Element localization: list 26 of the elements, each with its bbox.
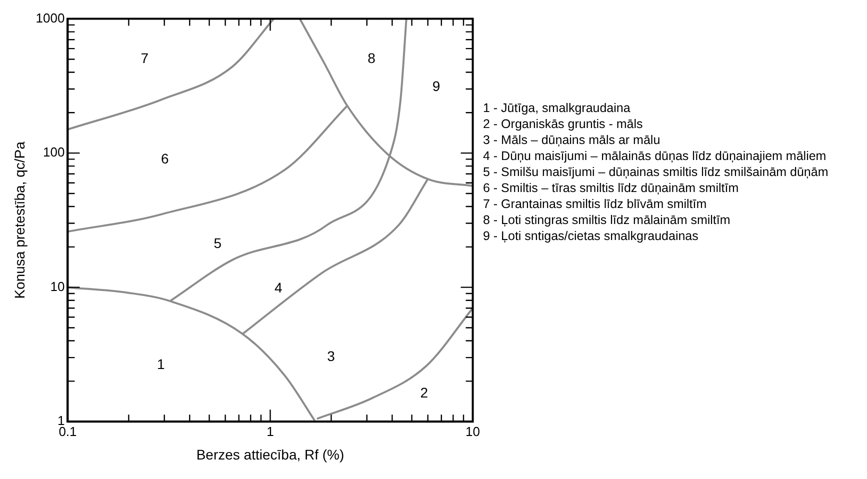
x-axis-title: Berzes attiecība, Rf (%) xyxy=(196,446,344,462)
y-tick-label: 100 xyxy=(43,144,65,160)
x-tick-label: 1 xyxy=(266,424,274,439)
text: 3 - Māls – dūņains māls ar mālu xyxy=(483,132,662,148)
annotation: 7 xyxy=(140,50,149,66)
annotation: 3 xyxy=(327,348,336,364)
text: 6 - Smiltis – tīras smiltis līdz dūņainām smiltīm xyxy=(483,180,740,196)
x-tick-label: 0.1 xyxy=(58,424,77,439)
text: 4 - Dūņu maisījumi – mālainās dūņas līdz dūņainajiem māliem xyxy=(483,148,828,164)
annotation: 8 xyxy=(368,50,376,66)
y-axis-title: Konusa pretestība, qc/Pa xyxy=(11,141,28,299)
annotation: 9 xyxy=(432,78,440,94)
annotation: 4 xyxy=(274,280,282,296)
x-tick-label: 10 xyxy=(466,424,480,439)
annotation: 2 xyxy=(420,384,428,400)
annotation: 6 xyxy=(161,150,170,167)
text: 2 - Organiskās gruntis - māls xyxy=(483,116,644,132)
text: 8 - Ļoti stingras smiltis līdz mālainām smiltīm xyxy=(483,212,732,228)
y-tick-label: 1000 xyxy=(36,10,65,26)
text: 7 - Grantainas smiltis līdz blīvām smiltīm xyxy=(483,196,708,212)
text: 9 - Ļoti sntigas/cietas smalkgraudainas xyxy=(483,228,700,244)
annotation: 5 xyxy=(214,235,222,252)
y-tick-label: 10 xyxy=(50,278,65,294)
annotation: 1 xyxy=(156,356,165,372)
text: 5 - Smilšu maisījumi – dūņainas smiltis līdz smilšainām dūņām xyxy=(483,164,828,180)
text: 1 - Jūtīga, smalkgraudaina xyxy=(483,100,632,116)
